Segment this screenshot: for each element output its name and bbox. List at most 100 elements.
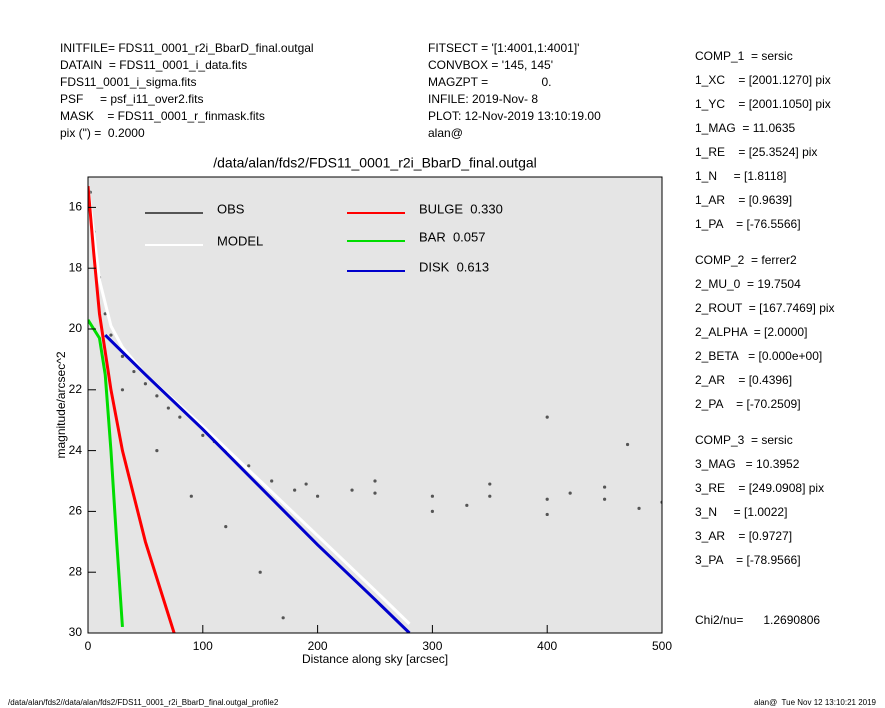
param-line: 3_RE = [249.0908] pix (695, 481, 824, 495)
obs-point (224, 525, 228, 529)
obs-point (350, 488, 354, 492)
obs-point (488, 494, 492, 498)
footer-right: alan@ Tue Nov 12 13:10:21 2019 (754, 698, 877, 707)
obs-point (373, 491, 377, 495)
obs-point (109, 333, 113, 337)
obs-point (103, 312, 107, 316)
param-line: 1_MAG = 11.0635 (695, 121, 796, 135)
param-line: 2_AR = [0.4396] (695, 373, 792, 387)
header-line: pix (") = 0.2000 (60, 126, 145, 140)
param-line: 3_N = [1.0022] (695, 505, 787, 519)
obs-point (568, 491, 572, 495)
obs-point (293, 488, 297, 492)
x-tick-label: 500 (652, 639, 672, 653)
obs-point (258, 570, 262, 574)
param-line: 2_BETA = [0.000e+00] (695, 349, 822, 363)
y-tick-label: 24 (69, 443, 83, 457)
obs-point (304, 482, 308, 486)
obs-point (270, 479, 274, 483)
param-line: 1_AR = [0.9639] (695, 193, 792, 207)
obs-point (132, 369, 136, 374)
obs-point (430, 494, 434, 498)
header-line: INITFILE= FDS11_0001_r2i_BbarD_final.out… (60, 41, 314, 55)
x-axis-label: Distance along sky [arcsec] (302, 652, 448, 666)
obs-point (247, 464, 251, 468)
x-tick-label: 400 (537, 639, 557, 653)
obs-point (178, 415, 182, 419)
y-axis-label: magnitude/arcsec^2 (54, 351, 68, 458)
param-line: 2_PA = [-70.2509] (695, 397, 801, 411)
header-line: CONVBOX = '145, 145' (428, 58, 553, 72)
obs-point (155, 394, 159, 398)
obs-point (637, 506, 641, 510)
obs-point (120, 354, 125, 358)
legend-label: DISK 0.613 (419, 259, 489, 274)
legend-label: OBS (217, 201, 245, 216)
profile-line (104, 334, 411, 633)
param-line: 1_XC = [2001.1270] pix (695, 73, 831, 87)
param-line: 1_YC = [2001.1050] pix (695, 97, 831, 111)
plot-background (88, 177, 662, 633)
param-line: COMP_3 = sersic (695, 433, 793, 447)
obs-point (155, 449, 159, 453)
y-tick-label: 30 (69, 625, 83, 639)
y-tick-label: 28 (69, 564, 83, 578)
header-line: MASK = FDS11_0001_r_finmask.fits (60, 109, 265, 123)
obs-point (316, 494, 320, 498)
legend-label: BULGE 0.330 (419, 201, 503, 216)
y-tick-label: 18 (69, 260, 83, 274)
obs-point (120, 388, 125, 392)
obs-point (465, 503, 469, 507)
y-tick-label: 20 (69, 321, 83, 335)
obs-point (201, 433, 205, 437)
param-line: 1_PA = [-76.5566] (695, 217, 801, 231)
x-tick-label: 300 (422, 639, 442, 653)
x-tick-label: 100 (193, 639, 213, 653)
header-line: PSF = psf_i11_over2.fits (60, 92, 204, 106)
footer-left: /data/alan/fds2//data/alan/fds2/FDS11_00… (8, 698, 279, 707)
param-line: 1_RE = [25.3524] pix (695, 145, 817, 159)
chart-title: /data/alan/fds2/FDS11_0001_r2i_BbarD_fin… (213, 155, 537, 171)
legend-label: MODEL (217, 233, 263, 248)
obs-point (625, 442, 630, 447)
header-line: PLOT: 12-Nov-2019 13:10:19.00 (428, 109, 601, 123)
param-line: COMP_2 = ferrer2 (695, 253, 797, 267)
obs-point (603, 485, 607, 489)
obs-point (373, 479, 377, 483)
obs-point (545, 512, 549, 517)
header-line: alan@ (428, 126, 463, 140)
plot-frame (87, 176, 663, 634)
x-tick-label: 200 (308, 639, 328, 653)
profile-line (88, 185, 176, 633)
y-tick-label: 22 (69, 382, 83, 396)
obs-point (189, 494, 193, 498)
profile-line (88, 319, 124, 628)
y-tick-label: 26 (69, 504, 83, 518)
param-line: Chi2/nu= 1.2690806 (695, 613, 820, 627)
header-line: INFILE: 2019-Nov- 8 (428, 92, 538, 106)
param-line: 3_AR = [0.9727] (695, 529, 792, 543)
y-tick-label: 16 (69, 200, 83, 214)
obs-point (430, 509, 434, 513)
plot-data (88, 185, 662, 633)
legend-label: BAR 0.057 (419, 229, 486, 244)
param-line: 3_MAG = 10.3952 (695, 457, 800, 471)
param-line: 2_ROUT = [167.7469] pix (695, 301, 835, 315)
param-line: 1_N = [1.8118] (695, 169, 787, 183)
obs-point (143, 382, 147, 386)
x-tick-label: 0 (85, 639, 92, 653)
header-line: MAGZPT = 0. (428, 75, 551, 89)
param-line: 2_ALPHA = [2.0000] (695, 325, 807, 339)
obs-point (603, 497, 607, 501)
obs-point (166, 406, 170, 410)
header-line: DATAIN = FDS11_0001_i_data.fits (60, 58, 247, 72)
param-line: COMP_1 = sersic (695, 49, 793, 63)
obs-point (281, 616, 285, 620)
param-line: 3_PA = [-78.9566] (695, 553, 801, 567)
header-line: FDS11_0001_i_sigma.fits (60, 75, 197, 89)
obs-point (545, 415, 549, 419)
param-line: 2_MU_0 = 19.7504 (695, 277, 801, 291)
obs-point (488, 482, 492, 486)
